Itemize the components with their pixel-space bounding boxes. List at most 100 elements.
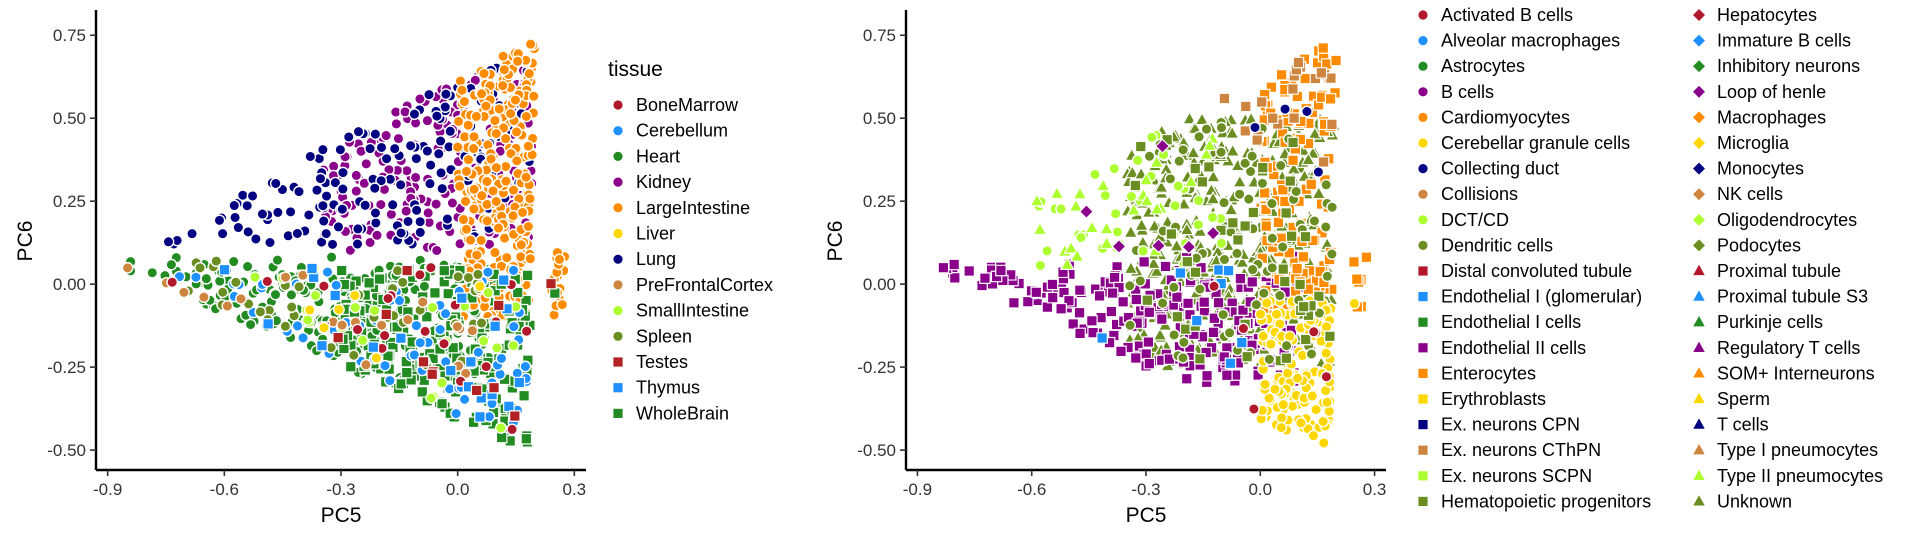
point-hematopoietic-progenitors	[1232, 234, 1244, 246]
point-lung	[271, 206, 284, 219]
point-endothelial-ii-cells	[1180, 372, 1193, 385]
point-largeintestine	[516, 206, 529, 219]
legend-label-erythroblasts: Erythroblasts	[1441, 389, 1546, 409]
legend-label-endothelial-ii-cells: Endothelial II cells	[1441, 338, 1586, 358]
point-endothelial-ii-cells	[1140, 348, 1152, 360]
point-endothelial-ii-cells	[1046, 278, 1059, 291]
point-dct-cd	[1041, 245, 1054, 257]
legend-key-hepatocytes	[1693, 9, 1705, 21]
point-cerebellum	[495, 352, 508, 365]
point-lung	[213, 214, 226, 227]
point-prefrontalcortex	[336, 319, 348, 332]
point-enterocytes	[1287, 154, 1299, 167]
point-endothelial-ii-cells	[1086, 315, 1098, 327]
legend-key-cardiomyocytes	[1418, 112, 1428, 122]
point-ex-neurons-cthpn	[1288, 112, 1300, 124]
panel-1: -0.9 -0.6 -0.3 0.0 0.3 -0.50 -0.25 0.00 0.25 0.50…	[14, 10, 773, 527]
y-tick-label: -0.25	[857, 358, 896, 377]
point-endothelial-ii-cells	[1198, 296, 1211, 308]
point-wholebrain	[518, 389, 530, 402]
point-heart	[271, 254, 284, 267]
point-dendritic-cells	[1290, 185, 1303, 198]
point-lung	[304, 150, 317, 163]
legend-label-prefrontalcortex: PreFrontalCortex	[636, 275, 773, 295]
legend-label-largeintestine: LargeIntestine	[636, 198, 750, 218]
point-spleen	[194, 261, 206, 274]
point-kidney	[409, 171, 422, 184]
point-enterocytes	[1330, 54, 1342, 67]
point-cerebellum	[297, 331, 309, 344]
point-spleen	[254, 305, 267, 318]
point-prefrontalcortex	[401, 313, 414, 326]
point-prefrontalcortex	[121, 261, 134, 274]
point-kidney	[350, 169, 363, 182]
point-dendritic-cells	[1256, 177, 1269, 190]
point-bonemarrow	[261, 275, 274, 288]
point-cerebellar-granule-cells	[1317, 415, 1330, 428]
point-hematopoietic-progenitors	[1278, 275, 1291, 288]
legend-key-liver	[613, 228, 623, 239]
point-liver	[333, 303, 345, 316]
point-collecting-duct	[1279, 103, 1291, 115]
point-dendritic-cells	[1320, 178, 1333, 191]
point-largeintestine	[504, 107, 517, 120]
point-largeintestine	[453, 180, 466, 193]
legend-key-type-ii-pneumocytes	[1693, 469, 1705, 480]
point-ex-neurons-cthpn	[1326, 118, 1338, 131]
point-cerebellar-granule-cells	[1257, 330, 1270, 342]
legend-label-unknown: Unknown	[1717, 491, 1792, 511]
point-lung	[329, 176, 342, 189]
point-type-ii-pneumocytes	[1059, 256, 1075, 270]
point-dendritic-cells	[1143, 150, 1156, 163]
point-largeintestine	[524, 38, 537, 51]
point-lung	[432, 147, 445, 160]
point-unknown	[1185, 144, 1201, 159]
point-lung	[216, 227, 229, 240]
point-wholebrain	[395, 378, 408, 390]
point-enterocytes	[1324, 93, 1337, 105]
point-dendritic-cells	[1164, 172, 1177, 185]
point-dct-cd	[1145, 131, 1158, 144]
point-dct-cd	[1089, 168, 1101, 181]
point-dendritic-cells	[1223, 326, 1236, 339]
point-dct-cd	[1108, 162, 1121, 175]
point-lung	[291, 227, 304, 240]
point-largeintestine	[470, 110, 483, 123]
point-lung	[302, 209, 315, 221]
point-loop-of-henle	[1111, 238, 1127, 255]
legend-key-bonemarrow	[613, 100, 623, 110]
point-endothelial-ii-cells	[1067, 318, 1079, 330]
legend-key-endothelial-ii-cells	[1418, 343, 1428, 353]
point-thymus	[465, 356, 477, 368]
point-unknown	[1225, 143, 1241, 157]
point-dendritic-cells	[1321, 270, 1334, 283]
point-endothelial-i-glomerular	[1174, 267, 1187, 279]
point-cerebellum	[291, 319, 304, 332]
legend-label-wholebrain: WholeBrain	[636, 403, 729, 423]
point-smallintestine	[435, 377, 448, 389]
point-dendritic-cells	[1124, 319, 1136, 332]
legend-label-b-cells: B cells	[1441, 82, 1494, 102]
point-largeintestine	[492, 222, 505, 234]
point-testes	[492, 299, 505, 312]
point-smallintestine	[249, 271, 261, 283]
point-kidney	[371, 229, 383, 242]
point-largeintestine	[468, 183, 481, 196]
point-wholebrain	[373, 273, 386, 285]
legend-label-cerebellar-granule-cells: Cerebellar granule cells	[1441, 133, 1630, 153]
point-liver	[473, 280, 486, 293]
point-dendritic-cells	[1266, 197, 1278, 210]
point-kidney	[392, 132, 405, 145]
point-largeintestine	[524, 252, 537, 265]
point-spleen	[391, 264, 404, 277]
point-dendritic-cells	[1177, 143, 1190, 156]
point-lung	[336, 203, 349, 216]
point-type-ii-pneumocytes	[1149, 201, 1165, 215]
legend-key-type-i-pneumocytes	[1693, 443, 1705, 455]
point-spleen	[293, 280, 306, 293]
point-largeintestine	[487, 185, 499, 197]
legend-key-endothelial-i-glomerular	[1418, 292, 1428, 302]
point-endothelial-ii-cells	[1212, 296, 1225, 309]
point-hematopoietic-progenitors	[1203, 161, 1215, 173]
point-lung	[386, 198, 399, 211]
